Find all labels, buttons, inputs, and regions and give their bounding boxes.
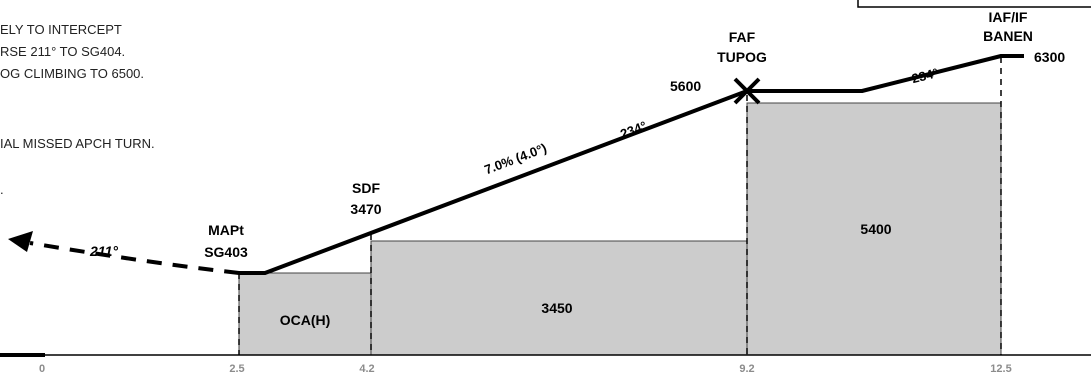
note-line: RSE 211° TO SG404. — [0, 44, 126, 59]
faf-label: FAF — [729, 29, 756, 45]
final-course-label: 234° — [618, 118, 648, 142]
note-line: ELY TO INTERCEPT — [0, 22, 122, 37]
mapt-name-label: SG403 — [204, 244, 248, 260]
faf-name-label: TUPOG — [717, 49, 767, 65]
distance-tick: 4.2 — [359, 363, 374, 375]
distance-tick: 9.2 — [739, 363, 754, 375]
segment-label-oca: OCA(H) — [280, 312, 331, 328]
fix-lines — [238, 57, 1002, 355]
distance-tick: 0 — [39, 363, 45, 375]
missed-approach-arrowhead — [8, 231, 33, 252]
note-line: . — [0, 182, 4, 197]
note-line: OG CLIMBING TO 6500. — [0, 66, 145, 81]
missed-approach-path — [29, 241, 240, 275]
sdf-label: SDF — [352, 180, 380, 196]
missed-course-label: 211° — [89, 243, 118, 259]
segment-label-3450: 3450 — [541, 300, 572, 316]
iaf-label: IAF/IF — [989, 9, 1028, 25]
segment-label-5400: 5400 — [860, 221, 891, 237]
approach-path — [239, 54, 1024, 275]
faf-cross-marker — [733, 77, 761, 105]
terrain-blocks — [238, 102, 1002, 356]
distance-tick: 12.5 — [990, 363, 1011, 375]
iaf-name-label: BANEN — [983, 28, 1033, 44]
procedure-notes: ELY TO INTERCEPT RSE 211° TO SG404. OG C… — [0, 0, 240, 210]
sdf-altitude-label: 3470 — [350, 201, 381, 217]
note-line: IAL MISSED APCH TURN. — [0, 136, 155, 151]
terrain-block-5400 — [746, 102, 1002, 356]
iaf-altitude-label: 6300 — [1034, 49, 1065, 65]
faf-altitude-label: 5600 — [670, 78, 701, 94]
header-box-corner — [857, 0, 1091, 8]
mapt-label: MAPt — [208, 222, 244, 238]
terrain-block-3450 — [370, 240, 748, 356]
distance-tick: 2.5 — [229, 363, 244, 375]
initial-course-label: 234° — [910, 65, 940, 86]
